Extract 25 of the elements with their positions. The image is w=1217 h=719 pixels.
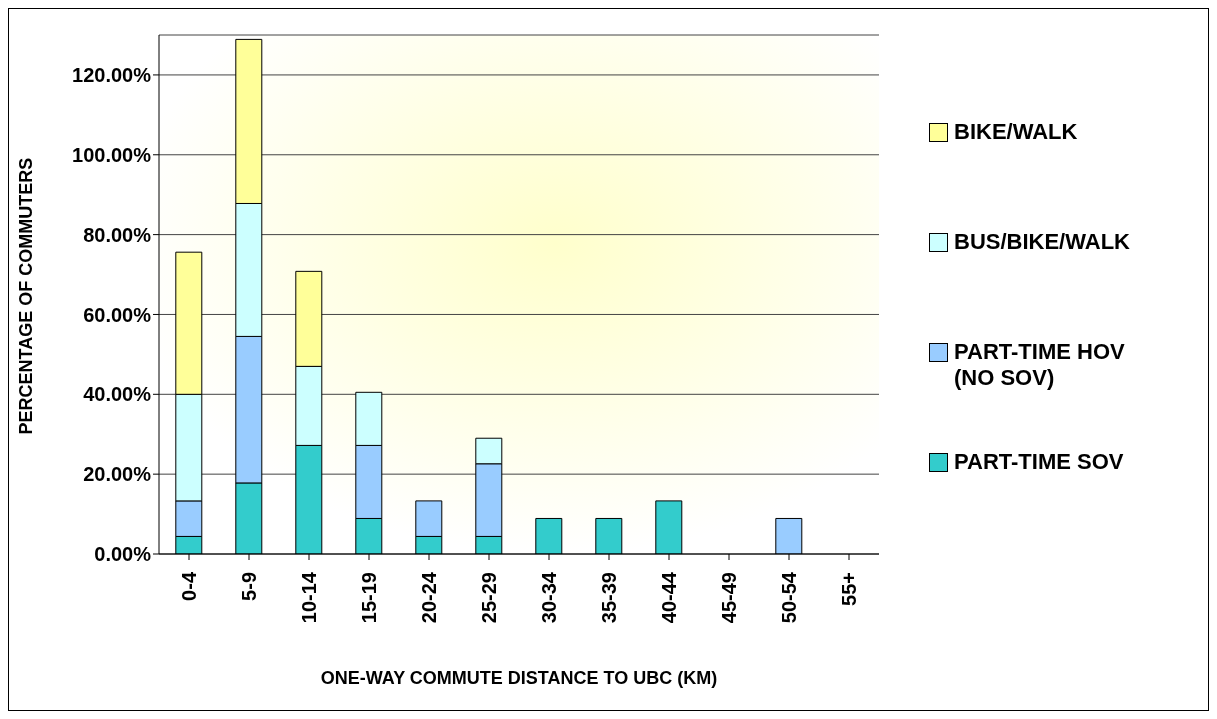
legend-label: BIKE/WALK — [954, 119, 1079, 145]
y-tick-label: 40.00% — [83, 383, 152, 406]
y-tick-label: 120.00% — [72, 64, 152, 87]
y-axis-title: PERCENTAGE OF COMMUTERS — [16, 157, 37, 435]
x-tick-label: 55+ — [838, 572, 860, 606]
y-tick-label: 20.00% — [83, 463, 152, 486]
y-tick-label: 0.00% — [94, 543, 152, 566]
x-tick-label: 15-19 — [358, 572, 380, 624]
legend-label: PART-TIME HOV (NO SOV) — [954, 339, 1126, 391]
x-tick-label: 30-34 — [538, 571, 560, 624]
x-tick-label: 40-44 — [658, 571, 680, 624]
x-tick-label: 10-14 — [298, 571, 320, 624]
legend-label: BUS/BIKE/WALK — [954, 229, 1131, 255]
x-tick-label: 0-4 — [178, 571, 200, 601]
x-tick-label: 20-24 — [418, 571, 440, 624]
x-tick-label: 50-54 — [778, 571, 800, 624]
x-tick-label: 5-9 — [238, 572, 260, 601]
y-tick-label: 60.00% — [83, 303, 152, 326]
y-tick-label: 80.00% — [83, 223, 152, 246]
y-tick-label: 100.00% — [72, 143, 152, 166]
legend-label: PART-TIME SOV — [954, 449, 1125, 475]
x-tick-label: 25-29 — [478, 572, 500, 624]
x-axis-title: ONE-WAY COMMUTE DISTANCE TO UBC (KM) — [320, 668, 718, 688]
x-tick-label: 35-39 — [598, 572, 620, 624]
x-tick-label: 45-49 — [718, 572, 740, 624]
